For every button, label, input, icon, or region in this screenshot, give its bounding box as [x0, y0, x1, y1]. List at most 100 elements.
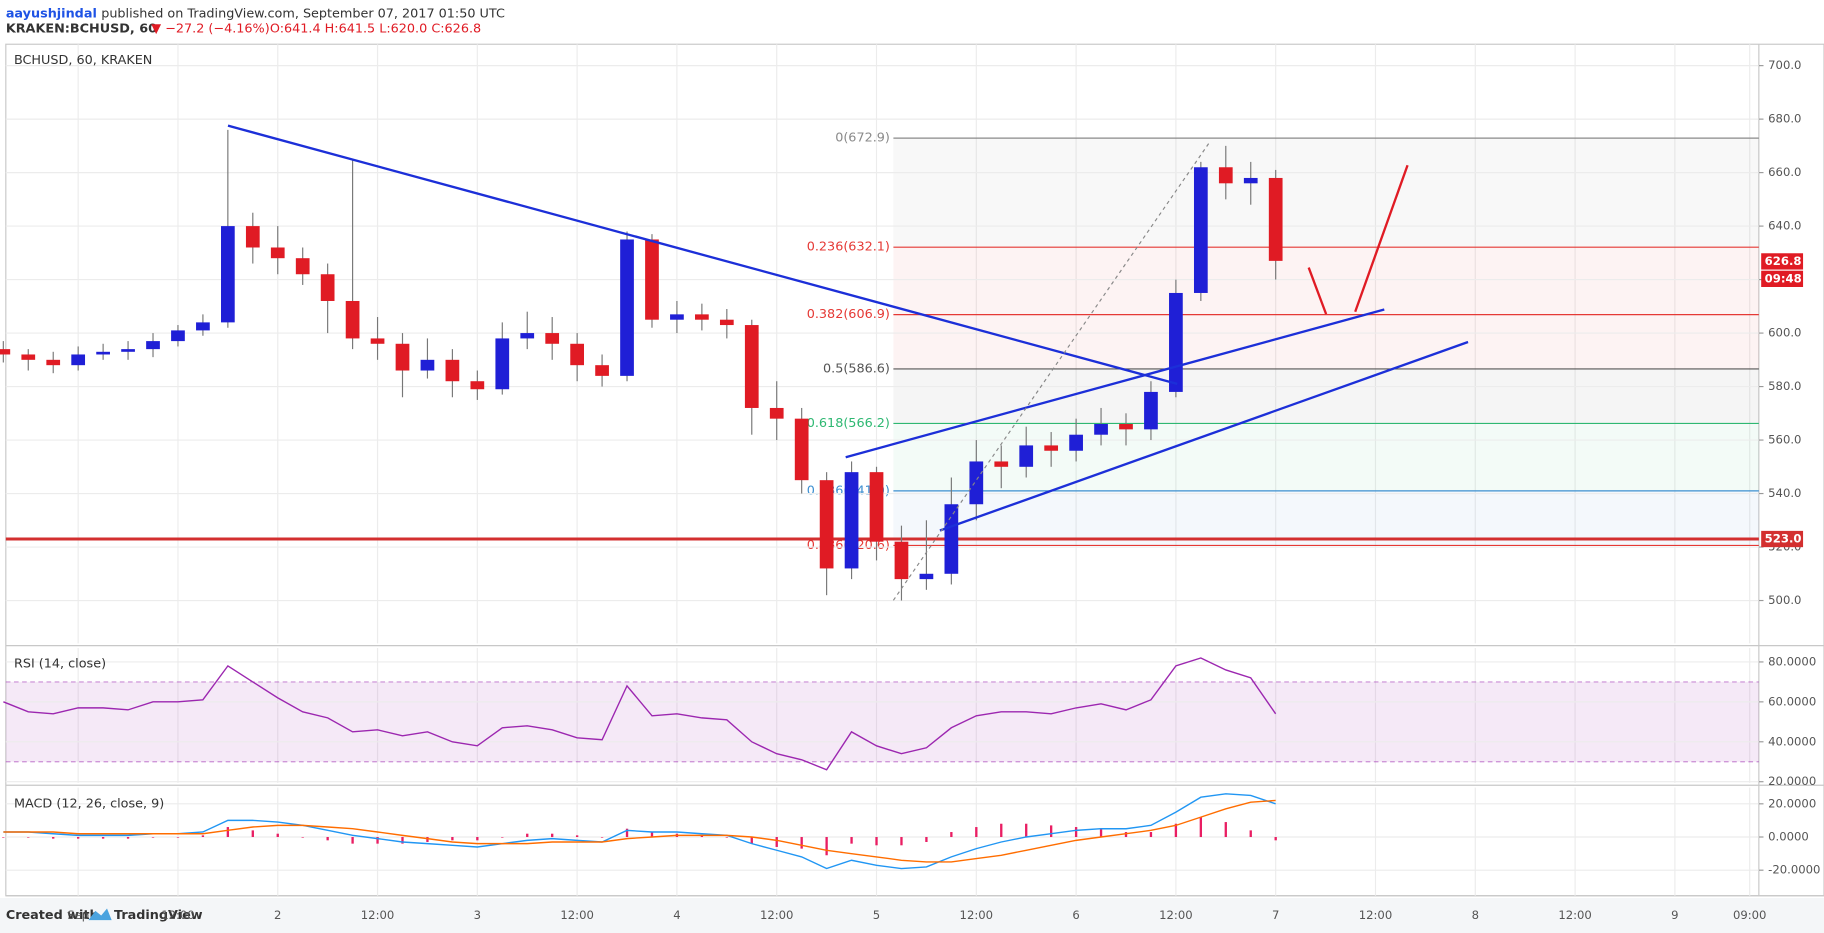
x-tick-label: 12:00 — [560, 908, 594, 922]
y-tick-label: 60.0000 — [1768, 694, 1816, 708]
candle-body — [1019, 445, 1034, 467]
histogram-bar — [750, 837, 753, 844]
pane-title: MACD (12, 26, close, 9) — [14, 796, 164, 811]
published-note: published on TradingView.com, September … — [101, 6, 505, 21]
fib-label: 0.382(606.9) — [807, 307, 890, 322]
candle-body — [171, 330, 185, 342]
candle-body — [520, 333, 535, 339]
fib-zone — [893, 247, 1759, 315]
histogram-bar — [1099, 828, 1103, 838]
x-tick-label: 12:00 — [1159, 908, 1193, 922]
pane-title: BCHUSD, 60, KRAKEN — [14, 53, 152, 68]
x-tick-label: 12:00 — [1359, 908, 1393, 922]
histogram-bar — [575, 835, 579, 838]
candle-body — [370, 338, 385, 344]
x-tick-label: 12:00 — [760, 908, 794, 922]
histogram-bar — [401, 837, 404, 844]
histogram-bar — [1074, 827, 1078, 838]
candle-body — [1044, 445, 1059, 451]
x-tick-label: 4 — [673, 908, 680, 922]
fib-trend — [892, 141, 1211, 601]
histogram-bar — [1249, 830, 1252, 838]
x-tick-label: 9 — [1671, 908, 1678, 922]
candle-body — [121, 349, 135, 352]
candle-body — [1094, 424, 1108, 435]
x-tick-label: 5 — [873, 908, 880, 922]
fib-zone — [893, 314, 1759, 369]
histogram-bar — [650, 832, 654, 838]
rsi-band — [5, 681, 1759, 762]
candle-body — [0, 349, 11, 355]
histogram-bar — [1224, 822, 1227, 838]
candle-body — [595, 365, 609, 376]
histogram-bar — [850, 837, 853, 844]
y-tick-label: 560.0 — [1768, 433, 1801, 447]
candle-body — [620, 239, 634, 376]
histogram-bar — [326, 837, 329, 841]
footer-bar — [0, 898, 1824, 933]
y-tick-label: 700.0 — [1768, 58, 1801, 72]
candle-body — [71, 354, 86, 366]
histogram-bar — [276, 833, 279, 838]
candle-body — [570, 343, 584, 366]
x-tick-label: 8 — [1472, 908, 1479, 922]
candle-body — [794, 418, 809, 481]
drawings — [227, 124, 1469, 601]
candle-body — [844, 472, 859, 569]
candle-body — [320, 274, 335, 301]
histogram-bar — [52, 837, 55, 839]
y-tick-label: 580.0 — [1768, 379, 1801, 393]
y-tick-label: 20.0000 — [1768, 774, 1816, 788]
x-tick-label: 12:00 — [161, 908, 195, 922]
y-tick-label: 640.0 — [1768, 219, 1801, 233]
histogram-bar — [27, 837, 30, 838]
fib-zone — [893, 368, 1759, 424]
y-tick-label: -20.0000 — [1768, 863, 1820, 877]
candle-body — [719, 319, 734, 326]
fib-label: 0.618(566.2) — [807, 416, 890, 431]
histogram-bar — [77, 837, 80, 839]
histogram-bar — [1025, 823, 1028, 838]
trend-line — [939, 340, 1469, 532]
timer-label: 09:48 — [1765, 271, 1802, 285]
histogram-bar — [900, 837, 903, 846]
y-tick-label: 540.0 — [1768, 486, 1801, 500]
fib-zone — [893, 423, 1759, 491]
candle-body — [146, 341, 160, 350]
candle-body — [445, 359, 460, 382]
candle-body — [819, 480, 834, 569]
x-tick-label: 12:00 — [960, 908, 994, 922]
projection-arrow — [1354, 164, 1409, 313]
indicator-line — [3, 799, 1276, 863]
candle-body — [969, 461, 984, 505]
histogram-bar — [800, 837, 803, 849]
tradingview-logo — [88, 908, 112, 921]
histogram-bar — [126, 837, 130, 839]
y-tick-label: 660.0 — [1768, 165, 1801, 179]
histogram-bar — [376, 837, 379, 844]
price-tag-label: 626.8 — [1765, 254, 1802, 268]
histogram-bar — [875, 837, 878, 846]
indicator-line — [3, 793, 1276, 870]
timer-tag — [1761, 270, 1804, 287]
indicator-line — [3, 657, 1277, 771]
x-tick-label: 2 — [274, 908, 281, 922]
x-tick-label: 6 — [1072, 908, 1079, 922]
candle-body — [695, 314, 709, 320]
candle-body — [1218, 167, 1233, 184]
author[interactable]: aayushjindal — [6, 6, 97, 21]
change: −27.2 (−4.16%) — [165, 22, 270, 37]
histogram-bar — [351, 837, 354, 844]
fib-label: 0.5(586.6) — [823, 361, 890, 376]
candle-body — [270, 247, 285, 259]
x-tick-label: 12:00 — [361, 908, 395, 922]
histogram-bar — [1199, 817, 1203, 838]
symbol: KRAKEN:BCHUSD, 60 — [6, 22, 157, 37]
y-tick-label: 680.0 — [1768, 112, 1801, 126]
trend-line — [227, 124, 1178, 386]
candle-body — [944, 504, 959, 574]
projection-arrow — [1307, 267, 1328, 315]
footer-brand[interactable]: TradingView — [114, 908, 203, 923]
